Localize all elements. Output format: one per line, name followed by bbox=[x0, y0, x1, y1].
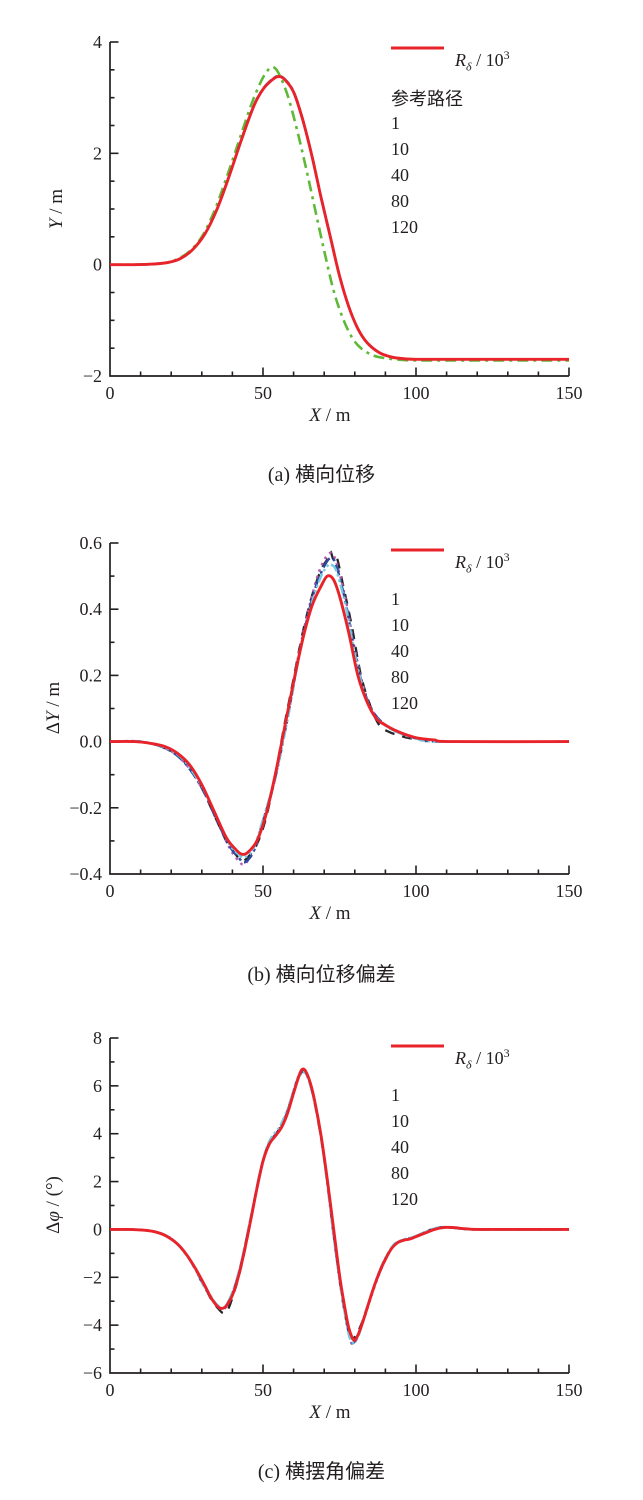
legend-label: 40 bbox=[391, 641, 409, 662]
x-tick-label: 100 bbox=[403, 881, 430, 901]
legend-item-r10: 10 bbox=[391, 548, 591, 639]
legend-item-r10: 10 bbox=[391, 1044, 591, 1135]
y-tick-label: 8 bbox=[93, 1028, 102, 1048]
chart-c-caption: (c) 横摆角偏差 bbox=[257, 1461, 386, 1483]
legend-item-r120: 120 bbox=[391, 548, 591, 717]
x-tick-label: 150 bbox=[556, 881, 583, 901]
chart-b: 0 50 100 150 −0.4 −0.2 0.0 0.2 0.4 0.6 bbox=[69, 533, 582, 901]
legend-swatch-r120-line bbox=[391, 1044, 444, 1048]
chart-c-legend: Rδ / 103 1 10 40 80 120 bbox=[391, 1042, 591, 1213]
legend-label: 1 bbox=[391, 589, 400, 610]
chart-a-caption: (a) 横向位移 bbox=[267, 464, 376, 486]
x-tick-label: 50 bbox=[254, 881, 272, 901]
x-tick-label: 50 bbox=[254, 1380, 272, 1400]
legend-item-r1: 1 bbox=[391, 1044, 591, 1109]
y-tick-label: 6 bbox=[93, 1076, 102, 1096]
chart-c-y-axis-title: Δφ / (°) bbox=[43, 1176, 64, 1234]
y-tick-label: 2 bbox=[93, 1172, 102, 1192]
legend-label: 80 bbox=[391, 667, 409, 688]
y-tick-label: 4 bbox=[93, 1124, 102, 1144]
chart-a-legend: Rδ / 103 参考路径 1 10 40 80 120 bbox=[391, 44, 591, 241]
chart-a-x-axis-title: X / m bbox=[309, 405, 351, 426]
y-tick-label: 0.6 bbox=[80, 533, 103, 553]
series-r120-line bbox=[109, 75, 569, 361]
legend-swatch-r120-line bbox=[391, 548, 444, 552]
y-tick-label: 0.0 bbox=[80, 732, 103, 752]
legend-item-r1: 1 bbox=[391, 548, 591, 613]
legend-item-r40: 40 bbox=[391, 548, 591, 665]
chart-b-caption: (b) 横向位移偏差 bbox=[247, 964, 396, 986]
y-tick-label: −6 bbox=[83, 1363, 102, 1383]
legend-item-r40: 40 bbox=[391, 1044, 591, 1161]
legend-label: 参考路径 bbox=[391, 88, 463, 109]
legend-rows: 参考路径 1 10 40 80 120 bbox=[391, 46, 591, 241]
legend-swatch-r120-line bbox=[391, 46, 444, 50]
legend-item-r120: 120 bbox=[391, 1044, 591, 1213]
x-tick-label: 100 bbox=[403, 383, 430, 403]
legend-item-r10: 10 bbox=[391, 46, 591, 163]
y-tick-label: 4 bbox=[93, 32, 102, 52]
legend-rows: 1 10 40 80 120 bbox=[391, 548, 591, 717]
legend-label: 10 bbox=[391, 139, 409, 160]
legend-item-r80: 80 bbox=[391, 46, 591, 215]
chart-c: 0 50 100 150 −6 −4 −2 0 2 4 6 8 bbox=[83, 1028, 583, 1400]
x-tick-label: 0 bbox=[106, 383, 115, 403]
x-tick-label: 0 bbox=[106, 1380, 115, 1400]
y-tick-label: 0 bbox=[93, 1219, 102, 1239]
chart-a-y-axis-title: Y / m bbox=[46, 188, 67, 230]
legend-title: Rδ / 103 bbox=[455, 550, 510, 576]
legend-item-r80: 80 bbox=[391, 548, 591, 691]
legend-label: 40 bbox=[391, 1137, 409, 1158]
chart-b-y-axis-title: ΔY / m bbox=[43, 681, 64, 735]
y-tick-label: −2 bbox=[83, 1267, 102, 1287]
legend-item-r80: 80 bbox=[391, 1044, 591, 1187]
x-tick-label: 100 bbox=[403, 1380, 430, 1400]
x-tick-label: 150 bbox=[556, 383, 583, 403]
x-tick-label: 150 bbox=[556, 1380, 583, 1400]
y-tick-label: −0.2 bbox=[69, 798, 102, 818]
y-tick-label: 0.4 bbox=[80, 599, 103, 619]
y-tick-label: −0.4 bbox=[69, 864, 102, 884]
legend-label: 1 bbox=[391, 1085, 400, 1106]
legend-label: 10 bbox=[391, 1111, 409, 1132]
legend-label: 80 bbox=[391, 1163, 409, 1184]
y-tick-label: 0 bbox=[93, 255, 102, 275]
legend-label: 40 bbox=[391, 165, 409, 186]
y-tick-label: 2 bbox=[93, 143, 102, 163]
y-tick-label: −2 bbox=[83, 366, 102, 386]
legend-rows: 1 10 40 80 120 bbox=[391, 1044, 591, 1213]
legend-label: 120 bbox=[391, 217, 418, 238]
legend-item-r120: 120 bbox=[391, 46, 591, 241]
series-r120-line bbox=[109, 1067, 569, 1342]
chart-b-legend: Rδ / 103 1 10 40 80 120 bbox=[391, 546, 591, 717]
legend-item-r1: 1 bbox=[391, 46, 591, 137]
chart-c-x-axis-title: X / m bbox=[309, 1402, 351, 1423]
x-tick-label: 50 bbox=[254, 383, 272, 403]
chart-b-x-axis-title: X / m bbox=[309, 903, 351, 924]
legend-label: 120 bbox=[391, 693, 418, 714]
legend-item-ref: 参考路径 bbox=[391, 46, 591, 111]
legend-label: 1 bbox=[391, 113, 400, 134]
y-tick-label: 0.2 bbox=[80, 665, 103, 685]
y-tick-label: −4 bbox=[83, 1315, 102, 1335]
legend-item-r40: 40 bbox=[391, 46, 591, 189]
legend-label: 120 bbox=[391, 1189, 418, 1210]
legend-title: Rδ / 103 bbox=[455, 1046, 510, 1072]
legend-title: Rδ / 103 bbox=[455, 48, 510, 74]
series-r120-line bbox=[109, 574, 570, 856]
legend-label: 10 bbox=[391, 615, 409, 636]
x-tick-label: 0 bbox=[106, 881, 115, 901]
legend-label: 80 bbox=[391, 191, 409, 212]
